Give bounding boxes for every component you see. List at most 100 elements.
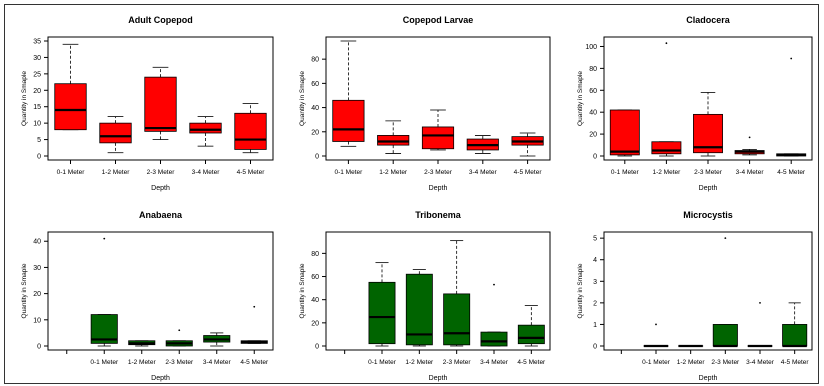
box-iqr [234, 112, 267, 150]
x-tick-label: 4-5 Meter [781, 359, 810, 366]
y-tick-label: 0 [593, 344, 597, 351]
box-1-2-meter [377, 120, 410, 154]
outlier-point [665, 42, 668, 45]
box-iqr [480, 331, 508, 347]
box-4-5-meter [517, 305, 545, 347]
x-axis-label: Depth [151, 375, 170, 382]
box-3-4-meter [734, 136, 765, 156]
y-tick-label: 4 [593, 257, 597, 264]
y-tick-label: 20 [33, 291, 41, 298]
box-1-2-meter [128, 340, 156, 347]
box-2-3-meter [144, 66, 177, 140]
box-4-5-meter [776, 57, 807, 157]
y-tick-label: 0 [315, 154, 319, 161]
panel-tribonema: Tribonema 0 20 40 60 80 Quantity in Smaple Dept… [299, 210, 551, 382]
box-iqr [144, 76, 177, 132]
outlier-point [790, 57, 793, 60]
box-iqr [368, 281, 396, 345]
y-axis-label: Quantity in Smaple [299, 263, 306, 318]
box-3-4-meter [466, 135, 499, 154]
x-tick-label: 2-3 Meter [165, 359, 194, 366]
outlier-point [724, 237, 727, 240]
box-4-5-meter [234, 103, 267, 154]
x-tick-label: 3-4 Meter [736, 169, 765, 176]
x-tick-label: 1-2 Meter [652, 169, 681, 176]
x-tick-label: 1-2 Meter [379, 169, 408, 176]
box-2-3-meter [421, 109, 455, 151]
x-tick-label: 4-5 Meter [517, 359, 546, 366]
box-iqr [189, 122, 222, 134]
y-tick-label: 5 [37, 137, 41, 144]
box-iqr [782, 324, 808, 347]
outlier-point [178, 329, 181, 332]
outlier-point [748, 136, 751, 139]
chart-title: Copepod Larvae [403, 15, 474, 25]
y-tick-label: 0 [593, 154, 597, 161]
box-iqr [54, 83, 87, 131]
box-iqr [443, 293, 471, 346]
x-tick-label: 0-1 Meter [611, 169, 640, 176]
y-axis-label: Quantity in Smaple [21, 263, 28, 318]
x-tick-label: 2-3 Meter [443, 359, 472, 366]
box-iqr [712, 324, 738, 347]
y-axis-label: Quantity in Smaple [577, 263, 584, 318]
y-tick-label: 20 [311, 129, 319, 136]
x-tick-label: 2-3 Meter [711, 359, 740, 366]
y-tick-label: 0 [37, 344, 41, 351]
y-tick-label: 0 [315, 344, 319, 351]
y-tick-label: 60 [311, 274, 319, 281]
y-tick-label: 2 [593, 300, 597, 307]
chart-title: Microcystis [683, 210, 733, 220]
box-0-1-meter [609, 109, 640, 157]
box-3-4-meter [480, 283, 508, 347]
box-0-1-meter [368, 262, 396, 347]
x-tick-label: 3-4 Meter [746, 359, 775, 366]
x-tick-label: 0-1 Meter [334, 169, 363, 176]
x-tick-label: 1-2 Meter [128, 359, 157, 366]
box-2-3-meter [693, 92, 723, 157]
y-tick-label: 20 [311, 320, 319, 327]
panel-microcystis: Microcystis 0 1 2 3 4 5 Quantity in Smaple Depth… [577, 210, 813, 382]
box-0-1-meter [332, 40, 365, 147]
box-4-5-meter [240, 305, 268, 344]
x-tick-label: 2-3 Meter [694, 169, 723, 176]
y-tick-label: 15 [33, 104, 41, 111]
y-tick-label: 0 [37, 154, 41, 161]
y-tick-label: 80 [311, 57, 319, 64]
x-tick-label: 4-5 Meter [240, 359, 269, 366]
box-iqr [609, 109, 640, 156]
y-tick-label: 10 [33, 317, 41, 324]
box-2-3-meter [712, 237, 738, 348]
box-iqr [377, 135, 410, 146]
x-tick-label: 4-5 Meter [514, 169, 543, 176]
box-4-5-meter [511, 132, 544, 157]
y-tick-label: 40 [311, 297, 319, 304]
x-axis-label: Depth [699, 185, 718, 192]
x-tick-label: 1-2 Meter [102, 169, 131, 176]
y-tick-label: 40 [589, 110, 597, 117]
box-iqr [332, 99, 365, 142]
plot-area [325, 231, 551, 351]
y-axis-label: Quantity in Smaple [577, 71, 584, 126]
box-iqr [517, 324, 545, 345]
x-tick-label: 2-3 Meter [424, 169, 453, 176]
y-tick-label: 30 [33, 55, 41, 62]
x-tick-label: 0-1 Meter [57, 169, 86, 176]
y-tick-label: 10 [33, 121, 41, 128]
chart-title: Cladocera [686, 15, 731, 25]
box-1-2-meter [405, 269, 433, 347]
outlier-point [253, 305, 256, 308]
y-tick-label: 35 [33, 39, 41, 46]
x-axis-label: Depth [151, 185, 170, 192]
y-tick-label: 60 [311, 81, 319, 88]
y-tick-label: 20 [33, 88, 41, 95]
box-3-4-meter [747, 301, 773, 348]
box-iqr [651, 141, 682, 155]
y-tick-label: 40 [311, 105, 319, 112]
x-tick-label: 0-1 Meter [368, 359, 397, 366]
y-tick-label: 5 [593, 236, 597, 243]
y-tick-label: 100 [585, 44, 597, 51]
box-iqr [405, 273, 433, 346]
x-tick-label: 3-4 Meter [203, 359, 232, 366]
